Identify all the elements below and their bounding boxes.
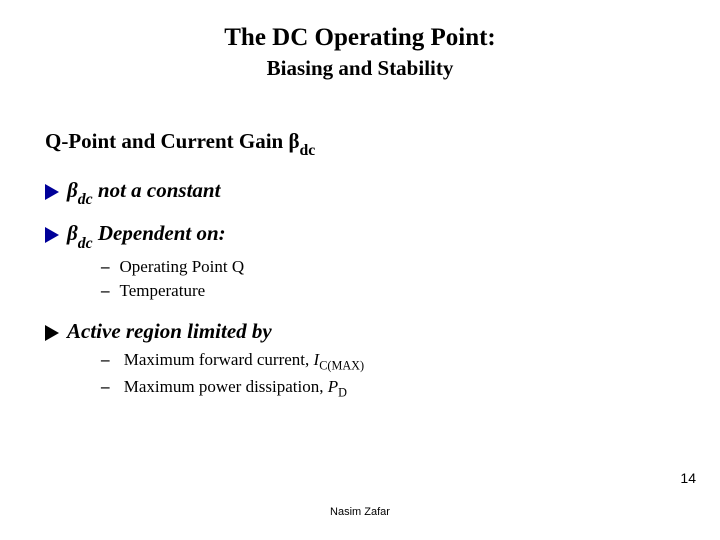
sub-item-prefix: Maximum forward current, bbox=[124, 350, 314, 369]
sub-item-prefix: Maximum power dissipation, bbox=[124, 377, 328, 396]
bullet-1: βdc not a constant bbox=[45, 178, 675, 207]
variable-p: P bbox=[328, 377, 338, 396]
bullet-3: Active region limited by bbox=[45, 319, 675, 344]
bullet-2: βdc Dependent on: bbox=[45, 221, 675, 250]
bullet-2-rest: Dependent on: bbox=[93, 221, 226, 245]
bullet-1-text: βdc not a constant bbox=[67, 178, 220, 207]
beta-symbol: β bbox=[288, 129, 299, 153]
list-item: Maximum power dissipation, PD bbox=[101, 377, 675, 400]
bullet-3-text: Active region limited by bbox=[67, 319, 272, 344]
variable-i-sub: C(MAX) bbox=[319, 358, 364, 372]
slide-title: The DC Operating Point: bbox=[45, 24, 675, 52]
triangle-icon bbox=[45, 325, 59, 341]
list-item: Operating Point Q bbox=[101, 257, 675, 277]
bullet-3-sublist: Maximum forward current, IC(MAX) Maximum… bbox=[101, 350, 675, 401]
section-heading: Q-Point and Current Gain βdc bbox=[45, 129, 675, 158]
bullet-2-text: βdc Dependent on: bbox=[67, 221, 226, 250]
beta-symbol: β bbox=[67, 221, 78, 245]
triangle-icon bbox=[45, 184, 59, 200]
variable-p-sub: D bbox=[338, 385, 347, 399]
page-number: 14 bbox=[680, 470, 696, 486]
bullet-2-sublist: Operating Point Q Temperature bbox=[101, 257, 675, 301]
beta-symbol: β bbox=[67, 178, 78, 202]
beta-subscript: dc bbox=[78, 235, 93, 252]
list-item: Maximum forward current, IC(MAX) bbox=[101, 350, 675, 373]
bullet-1-rest: not a constant bbox=[93, 178, 221, 202]
section-heading-prefix: Q-Point and Current Gain bbox=[45, 129, 288, 153]
footer-author: Nasim Zafar bbox=[0, 506, 720, 518]
slide: The DC Operating Point: Biasing and Stab… bbox=[0, 0, 720, 540]
beta-subscript: dc bbox=[78, 191, 93, 208]
list-item: Temperature bbox=[101, 281, 675, 301]
beta-subscript: dc bbox=[300, 142, 316, 159]
slide-subtitle: Biasing and Stability bbox=[45, 56, 675, 81]
triangle-icon bbox=[45, 227, 59, 243]
